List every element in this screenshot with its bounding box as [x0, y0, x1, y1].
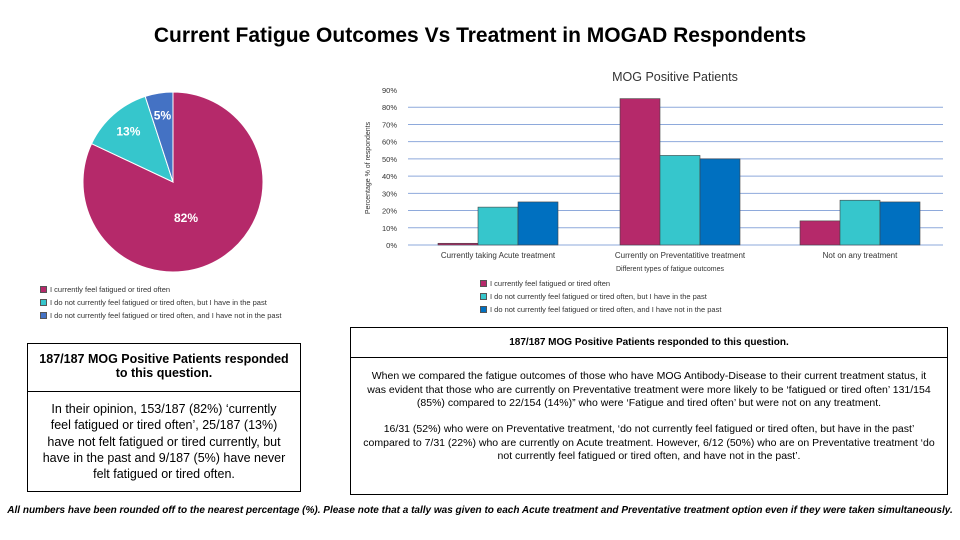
- left-box-header: 187/187 MOG Positive Patients responded …: [28, 344, 300, 392]
- legend-swatch-icon: [480, 306, 487, 313]
- legend-swatch-icon: [40, 286, 47, 293]
- pie-legend-item: I currently feel fatigued or tired often: [40, 283, 281, 296]
- x-axis-label: Different types of fatigue outcomes: [616, 266, 725, 273]
- bar: [699, 158, 741, 246]
- footnote: All numbers have been rounded off to the…: [7, 505, 953, 516]
- y-tick-label: 20%: [382, 207, 397, 216]
- right-box-para-1: When we compared the fatigue outcomes of…: [367, 370, 931, 410]
- legend-swatch-icon: [480, 280, 487, 287]
- left-box-body: In their opinion, 153/187 (82%) ‘current…: [42, 402, 286, 481]
- y-tick-label: 30%: [382, 189, 397, 198]
- bar-legend-item: I do not currently feel fatigued or tire…: [480, 290, 721, 303]
- pie-slice: [90, 95, 174, 183]
- pie-data-label: 82%: [174, 211, 198, 225]
- bar: [659, 155, 701, 246]
- y-tick-label: 60%: [382, 138, 397, 147]
- legend-swatch-icon: [480, 293, 487, 300]
- bar-legend-item: I do not currently feel fatigued or tire…: [480, 303, 721, 316]
- y-tick-label: 10%: [382, 224, 397, 233]
- pie-slice: [144, 91, 174, 183]
- legend-swatch-icon: [40, 312, 47, 319]
- legend-swatch-icon: [40, 299, 47, 306]
- y-axis-label: Percentage % of respondents: [365, 121, 372, 214]
- bar: [437, 242, 479, 246]
- chart-title: MOG Positive Patients: [612, 70, 738, 84]
- pie-legend-item: I do not currently feel fatigued or tire…: [40, 296, 281, 309]
- left-summary-box: 187/187 MOG Positive Patients responded …: [27, 343, 301, 492]
- bar: [879, 201, 921, 246]
- x-tick-label: Currently taking Acute treatment: [441, 251, 556, 260]
- y-tick-label: 70%: [382, 120, 397, 129]
- pie-data-label: 5%: [154, 108, 172, 122]
- y-tick-label: 50%: [382, 155, 397, 164]
- y-tick-label: 90%: [382, 86, 397, 95]
- pie-legend: I currently feel fatigued or tired often…: [40, 283, 281, 322]
- bar-chart: MOG Positive Patients 0% 10% 20% 30% 40% 50% 60…: [365, 70, 943, 273]
- pie-chart: 82% 13% 5%: [82, 91, 264, 273]
- pie-legend-item: I do not currently feel fatigued or tire…: [40, 309, 281, 322]
- y-tick-label: 0%: [386, 241, 397, 250]
- x-tick-label: Not on any treatment: [823, 251, 898, 260]
- bar: [619, 98, 661, 246]
- y-tick-label: 40%: [382, 172, 397, 181]
- bar: [799, 220, 841, 246]
- x-tick-label: Currently on Preventatitive treatment: [615, 251, 746, 260]
- bar: [839, 199, 881, 246]
- bar: [517, 201, 559, 246]
- right-box-para-2: 16/31 (52%) who were on Preventative tre…: [363, 422, 935, 463]
- bar-legend-item: I currently feel fatigued or tired often: [480, 277, 721, 290]
- bar: [477, 206, 519, 246]
- right-box-header: 187/187 MOG Positive Patients responded …: [351, 328, 947, 358]
- right-summary-box: 187/187 MOG Positive Patients responded …: [350, 327, 948, 495]
- page-title: Current Fatigue Outcomes Vs Treatment in…: [153, 24, 807, 47]
- pie-data-label: 13%: [116, 124, 140, 138]
- y-tick-label: 80%: [382, 103, 397, 112]
- bar-legend: I currently feel fatigued or tired often…: [480, 277, 721, 316]
